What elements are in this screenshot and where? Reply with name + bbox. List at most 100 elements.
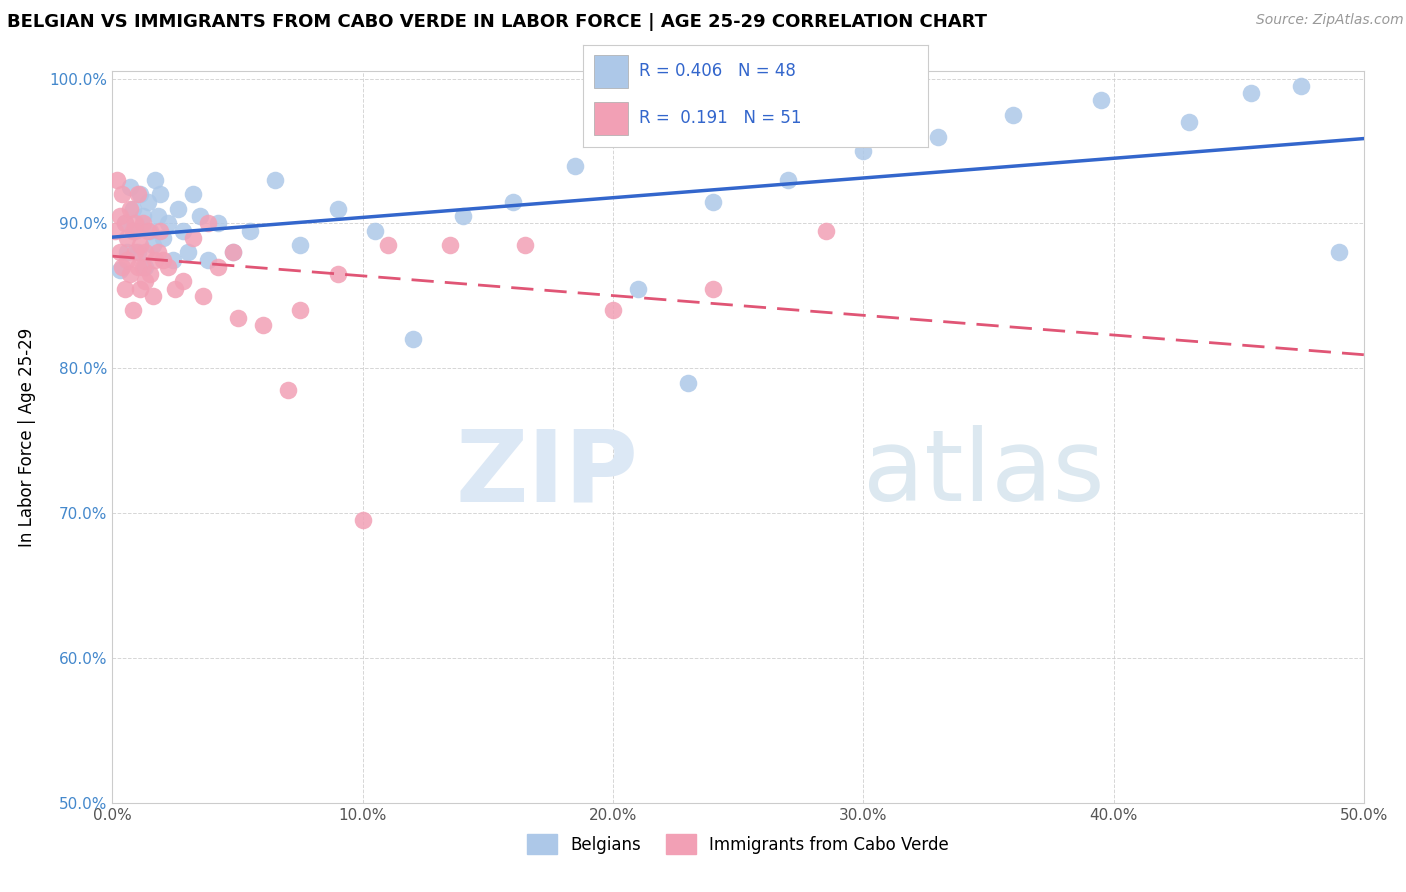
Point: [129, 238, 152, 252]
Point: [927, 129, 949, 144]
Point: [124, 224, 146, 238]
Point: [451, 209, 474, 223]
Y-axis label: In Labor Force | Age 25-29: In Labor Force | Age 25-29: [18, 327, 35, 547]
Point: [264, 173, 287, 187]
Point: [117, 245, 139, 260]
Point: [239, 224, 262, 238]
Point: [131, 209, 153, 223]
Point: [207, 216, 229, 230]
Point: [515, 238, 537, 252]
FancyBboxPatch shape: [593, 55, 628, 87]
Point: [439, 238, 461, 252]
Point: [277, 383, 299, 397]
Text: BELGIAN VS IMMIGRANTS FROM CABO VERDE IN LABOR FORCE | AGE 25-29 CORRELATION CHA: BELGIAN VS IMMIGRANTS FROM CABO VERDE IN…: [7, 13, 987, 31]
Point: [146, 209, 169, 223]
Point: [1090, 93, 1112, 107]
Point: [118, 202, 141, 216]
Point: [127, 260, 149, 274]
Point: [127, 187, 149, 202]
Point: [221, 245, 243, 260]
Point: [502, 194, 524, 209]
Point: [402, 332, 425, 346]
Point: [326, 267, 349, 281]
Point: [702, 194, 724, 209]
Point: [290, 238, 312, 252]
Point: [134, 245, 156, 260]
Legend: Belgians, Immigrants from Cabo Verde: Belgians, Immigrants from Cabo Verde: [520, 828, 956, 860]
Point: [166, 202, 188, 216]
Point: [139, 267, 162, 281]
Point: [131, 260, 153, 274]
Point: [108, 245, 131, 260]
Point: [121, 202, 143, 216]
Point: [108, 262, 131, 277]
Point: [191, 289, 214, 303]
Point: [124, 245, 146, 260]
Point: [188, 209, 211, 223]
Point: [104, 224, 127, 238]
Point: [163, 282, 186, 296]
Point: [377, 238, 399, 252]
Point: [152, 231, 174, 245]
Point: [172, 224, 194, 238]
Point: [121, 303, 143, 318]
Point: [326, 202, 349, 216]
Point: [181, 187, 204, 202]
Point: [121, 224, 143, 238]
Point: [252, 318, 274, 332]
Point: [627, 282, 650, 296]
Point: [702, 282, 724, 296]
Point: [172, 274, 194, 288]
Point: [129, 282, 152, 296]
Point: [181, 231, 204, 245]
Point: [139, 224, 162, 238]
Text: R =  0.191   N = 51: R = 0.191 N = 51: [638, 110, 801, 128]
Point: [852, 144, 875, 158]
Point: [114, 216, 136, 230]
Point: [117, 231, 139, 245]
Point: [207, 260, 229, 274]
Point: [118, 267, 141, 281]
Point: [143, 252, 166, 267]
Point: [114, 216, 136, 230]
Point: [197, 252, 219, 267]
Point: [111, 260, 134, 274]
Point: [143, 173, 166, 187]
Point: [149, 224, 172, 238]
Point: [1177, 115, 1199, 129]
Point: [141, 289, 163, 303]
Point: [176, 245, 198, 260]
Point: [156, 260, 179, 274]
Point: [1002, 108, 1025, 122]
Point: [129, 187, 152, 202]
Point: [117, 252, 139, 267]
Point: [156, 216, 179, 230]
Point: [152, 252, 174, 267]
Point: [352, 513, 374, 527]
Text: R = 0.406   N = 48: R = 0.406 N = 48: [638, 62, 796, 80]
Point: [197, 216, 219, 230]
Point: [127, 245, 149, 260]
Point: [134, 274, 156, 288]
Point: [290, 303, 312, 318]
Point: [814, 224, 837, 238]
Text: atlas: atlas: [863, 425, 1105, 522]
Point: [778, 173, 800, 187]
Point: [602, 303, 624, 318]
Point: [134, 260, 156, 274]
Point: [136, 194, 159, 209]
Point: [676, 376, 699, 390]
Point: [162, 252, 184, 267]
Point: [141, 238, 163, 252]
Point: [111, 187, 134, 202]
Point: [146, 245, 169, 260]
Point: [221, 245, 243, 260]
Point: [114, 282, 136, 296]
Text: ZIP: ZIP: [456, 425, 638, 522]
Point: [118, 180, 141, 194]
Point: [136, 224, 159, 238]
Point: [108, 209, 131, 223]
Point: [226, 310, 249, 325]
Text: Source: ZipAtlas.com: Source: ZipAtlas.com: [1256, 13, 1403, 28]
Point: [131, 216, 153, 230]
